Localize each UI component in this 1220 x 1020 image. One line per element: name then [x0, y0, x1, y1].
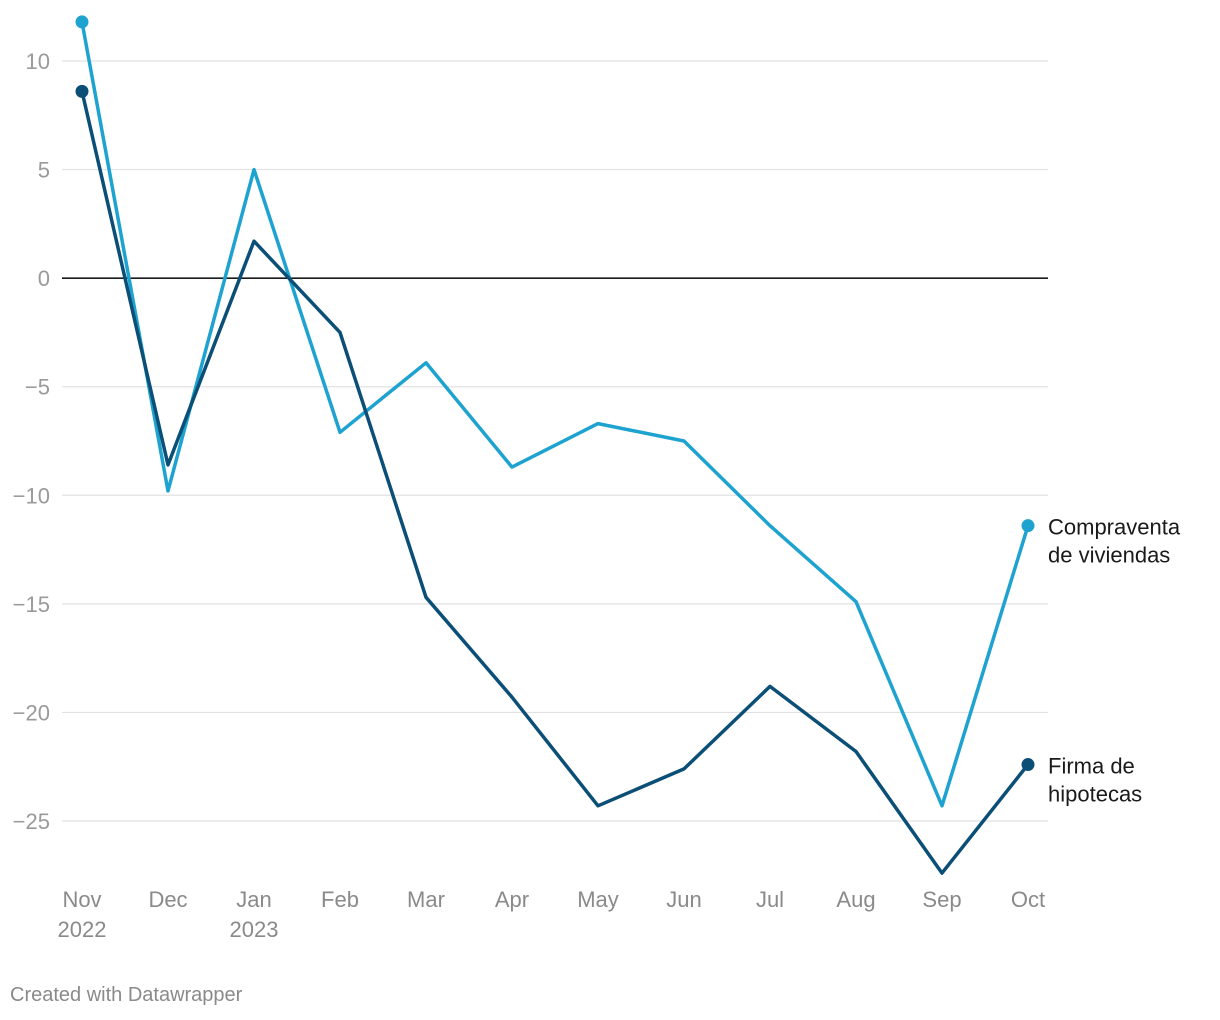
- series-start-point-firma-de-hipotecas: [75, 84, 89, 98]
- x-tick-label: Jul: [756, 887, 784, 912]
- x-axis: Nov 2022 Dec Jan 2023 Feb Mar Apr May Jun Jul Aug Se…: [58, 887, 1046, 942]
- series-labels: Compraventa de viviendas Firma de hipotecas: [1048, 515, 1181, 807]
- x-tick-label: Apr: [495, 887, 529, 912]
- series-label-compraventa-de-viviendas: de viviendas: [1048, 543, 1170, 568]
- series-lines: [75, 15, 1035, 875]
- x-tick-label: Feb: [321, 887, 359, 912]
- series-label-firma-de-hipotecas: hipotecas: [1048, 782, 1142, 807]
- x-tick-label: Sep: [922, 887, 961, 912]
- x-tick-label: Mar: [407, 887, 445, 912]
- y-tick-label: −10: [13, 483, 50, 508]
- x-tick-year-label: 2022: [58, 917, 107, 942]
- series-end-point-compraventa-de-viviendas: [1021, 519, 1035, 533]
- x-tick-label: Oct: [1011, 887, 1045, 912]
- credit-text: Created with Datawrapper: [10, 984, 243, 1006]
- x-tick-label: Dec: [148, 887, 187, 912]
- series-line-firma-de-hipotecas: [80, 89, 1030, 875]
- x-tick-label: Nov: [62, 887, 101, 912]
- series-line-compraventa-de-viviendas: [80, 20, 1030, 808]
- y-tick-label: −15: [13, 592, 50, 617]
- series-label-compraventa-de-viviendas: Compraventa: [1048, 515, 1181, 540]
- y-axis: 10 5 0 −5 −10 −15 −20 −25: [13, 49, 50, 834]
- x-tick-label: Aug: [836, 887, 875, 912]
- y-tick-label: 10: [26, 49, 50, 74]
- y-tick-label: 5: [38, 158, 50, 183]
- y-tick-label: −5: [25, 375, 50, 400]
- x-tick-label: Jun: [666, 887, 701, 912]
- series-end-point-firma-de-hipotecas: [1021, 758, 1035, 772]
- x-tick-label: May: [577, 887, 619, 912]
- x-tick-label: Jan: [236, 887, 271, 912]
- series-start-point-compraventa-de-viviendas: [75, 15, 89, 29]
- y-tick-label: 0: [38, 266, 50, 291]
- y-tick-label: −20: [13, 700, 50, 725]
- x-tick-year-label: 2023: [230, 917, 279, 942]
- y-tick-label: −25: [13, 809, 50, 834]
- series-label-firma-de-hipotecas: Firma de: [1048, 754, 1135, 779]
